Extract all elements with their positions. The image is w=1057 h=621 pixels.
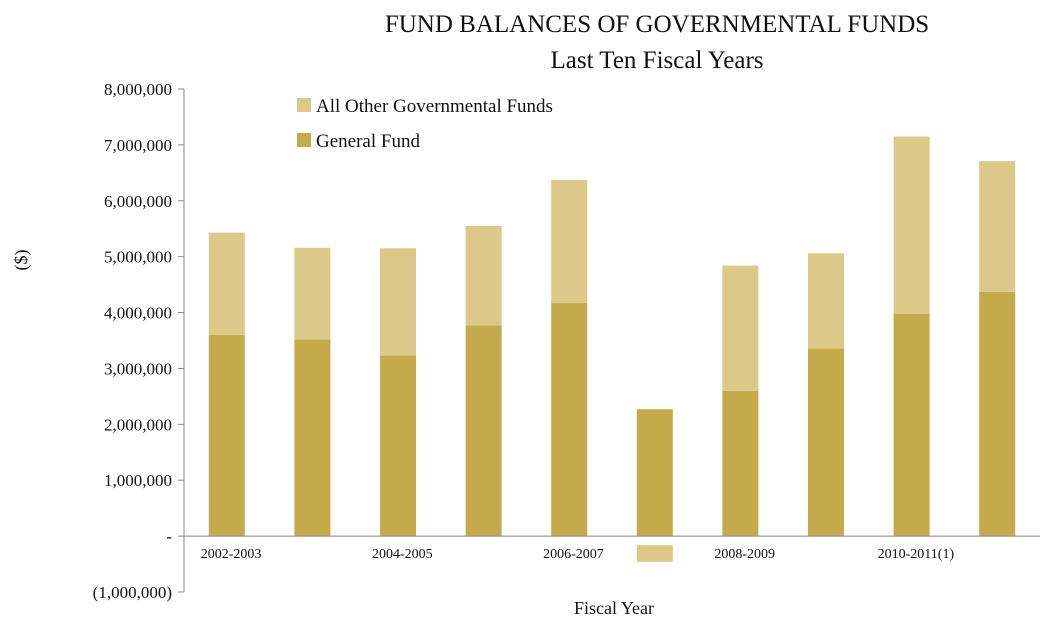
x-axis-label: Fiscal Year (574, 598, 654, 618)
y-axis: 8,000,000 7,000,000 6,000,000 5,000,000 4,00… (93, 80, 184, 602)
bar-general-fund (551, 303, 588, 537)
y-tick-label: (1,000,000) (93, 583, 172, 602)
x-tick-label: 2006-2007 (543, 547, 604, 562)
y-axis-label: ($) (11, 250, 32, 271)
x-tick-label: 2004-2005 (372, 547, 433, 562)
bar-general-fund (722, 390, 759, 537)
bars (208, 136, 1016, 562)
bar-other-funds (636, 545, 673, 562)
bar-other-funds (722, 265, 759, 391)
y-tick-label: - (166, 527, 172, 546)
y-tick-label: 2,000,000 (104, 415, 172, 434)
bar-other-funds (551, 180, 588, 304)
bar-other-funds (380, 248, 416, 356)
chart-subtitle: Last Ten Fiscal Years (550, 47, 763, 74)
bar-general-fund (294, 339, 331, 537)
bar-other-funds (294, 247, 331, 340)
y-tick-label: 5,000,000 (104, 248, 172, 267)
bar-other-funds (465, 225, 502, 326)
y-tick-label: 6,000,000 (104, 192, 172, 211)
bar-other-funds (808, 253, 844, 349)
y-tick-label: 7,000,000 (104, 136, 172, 155)
bar-general-fund (979, 291, 1016, 537)
bar-other-funds (208, 232, 245, 335)
x-axis-ticks: 2002-2003 2004-2005 2006-2007 2008-2009 2010… (201, 547, 955, 562)
legend-swatch-general-fund (297, 133, 311, 147)
legend-swatch-other-funds (297, 98, 311, 112)
bar-general-fund (808, 348, 844, 537)
y-tick-label: 1,000,000 (104, 471, 172, 490)
legend: All Other Governmental Funds General Fun… (297, 96, 553, 152)
bar-general-fund (636, 409, 673, 537)
bar-general-fund (380, 355, 416, 537)
x-tick-label: 2008-2009 (714, 547, 775, 562)
y-tick-label: 8,000,000 (104, 80, 172, 99)
bar-general-fund (208, 334, 245, 537)
bar-general-fund (893, 313, 930, 537)
legend-label-other-funds: All Other Governmental Funds (316, 96, 553, 117)
x-tick-label: 2010-2011(1) (878, 547, 955, 562)
bar-other-funds (979, 161, 1016, 292)
y-tick-label: 4,000,000 (104, 304, 172, 323)
bar-general-fund (465, 325, 502, 537)
bar-other-funds (893, 136, 930, 314)
x-tick-label: 2002-2003 (201, 547, 262, 562)
y-tick-label: 3,000,000 (104, 359, 172, 378)
legend-label-general-fund: General Fund (316, 131, 420, 152)
chart-title: FUND BALANCES OF GOVERNMENTAL FUNDS (385, 11, 929, 38)
